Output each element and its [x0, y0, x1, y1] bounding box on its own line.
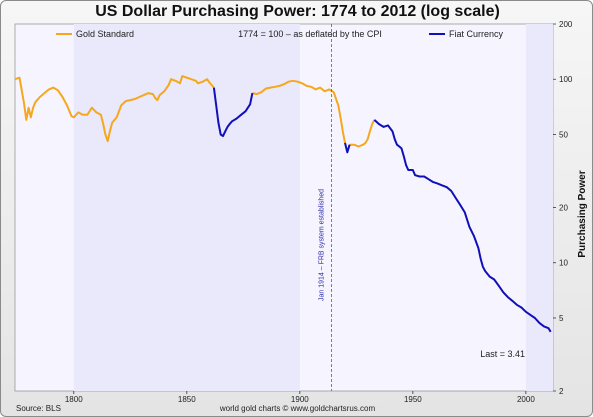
series-line-gold-standard	[252, 79, 346, 144]
x-tick-label: 1850	[178, 395, 196, 404]
x-tick-label: 1800	[65, 395, 83, 404]
series-line-fiat-currency	[344, 142, 351, 154]
source-note: Source: BLS	[16, 404, 61, 413]
chart-title: US Dollar Purchasing Power: 1774 to 2012…	[95, 3, 500, 20]
y-tick-label: 20	[559, 204, 568, 213]
legend-label: Fiat Currency	[449, 29, 504, 39]
y-tick-label: 2	[559, 387, 564, 396]
series-line-gold-standard	[14, 75, 215, 143]
series-line-fiat-currency	[212, 87, 254, 138]
y-tick-label: 100	[559, 75, 573, 84]
legend-label: Gold Standard	[76, 29, 134, 39]
last-value-label: Last = 3.41	[480, 349, 525, 359]
shade-band	[73, 24, 300, 391]
y-axis-ticks: 2 5 10 20 50 100 200	[553, 20, 573, 396]
chart-legend: Gold Standard 1774 = 100 – as deflated by…	[56, 29, 504, 39]
y-tick-label: 10	[559, 259, 568, 268]
y-tick-label: 200	[559, 20, 573, 29]
chart-series	[14, 75, 552, 333]
x-tick-label: 1950	[404, 395, 422, 404]
y-axis-label: Purchasing Power	[577, 170, 588, 257]
shade-band	[525, 24, 553, 391]
chart-subtitle: 1774 = 100 – as deflated by the CPI	[238, 29, 382, 39]
x-tick-label: 2000	[517, 395, 535, 404]
series-line-fiat-currency	[373, 119, 552, 333]
x-axis-ticks: 1800 1850 1900 1950 2000	[65, 391, 535, 404]
y-tick-label: 50	[559, 130, 568, 139]
chart-annotations: Jan 1914 – FRB system established Last = …	[318, 24, 525, 391]
background-bands	[14, 23, 554, 392]
y-tick-label: 5	[559, 314, 564, 323]
annotation-label: Jan 1914 – FRB system established	[318, 189, 325, 301]
series-line-gold-standard	[349, 119, 376, 148]
x-tick-label: 1900	[291, 395, 309, 404]
credit-note: world gold charts © www.goldchartsrus.co…	[219, 404, 376, 413]
